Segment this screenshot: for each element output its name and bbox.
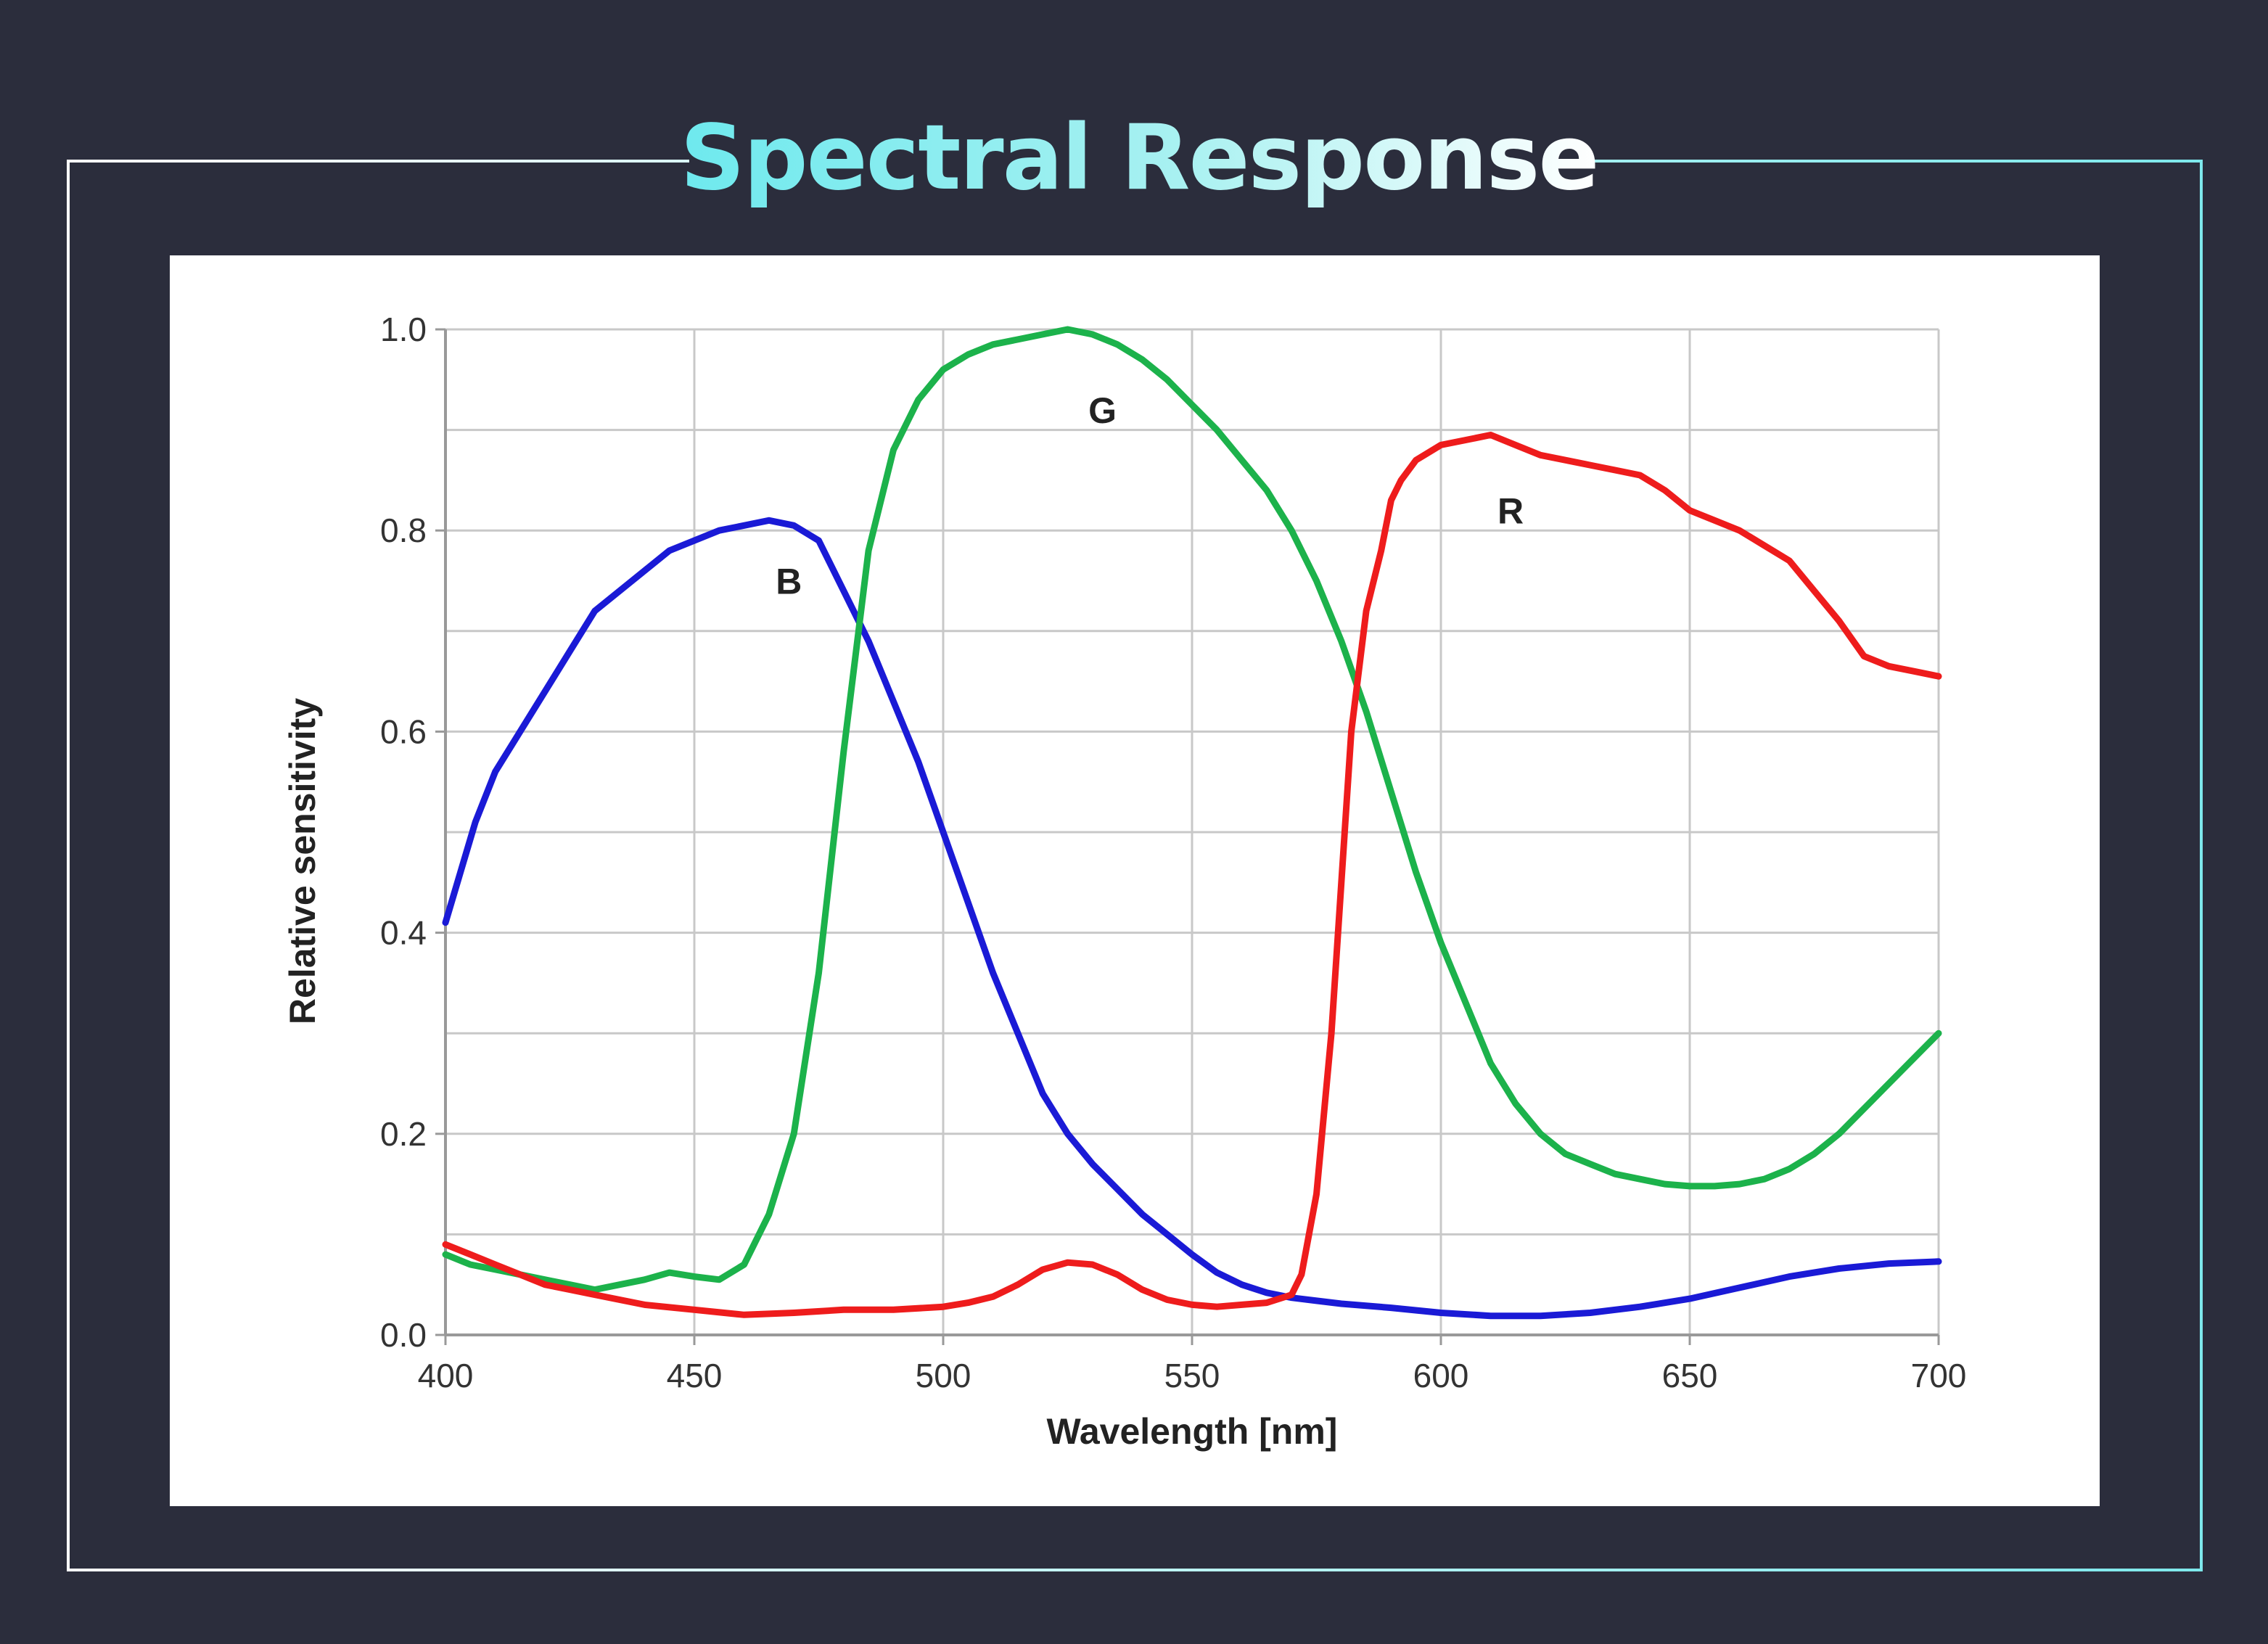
y-tick-label: 1.0 (380, 311, 427, 348)
y-tick-label: 0.4 (380, 914, 427, 952)
chart-card: 400 450 500 550 600 650 700 0.0 0.2 0.4 0.6 0.8 1.0 … (170, 255, 2100, 1506)
y-axis-title: Relative sensitivity (282, 698, 323, 1024)
x-tick-label: 400 (418, 1357, 474, 1394)
curve-labels: B G R (776, 390, 1524, 602)
y-tick-label: 0.8 (380, 511, 427, 549)
x-tick-label: 450 (667, 1357, 723, 1394)
x-tick-label: 500 (916, 1357, 971, 1394)
x-tick-label: 550 (1164, 1357, 1220, 1394)
x-tick-label: 700 (1911, 1357, 1967, 1394)
y-tick-label: 0.6 (380, 712, 427, 750)
y-tick-label: 0.2 (380, 1115, 427, 1153)
curve-label-g: G (1088, 390, 1117, 431)
curve-label-b: B (776, 562, 802, 602)
series-line-b (442, 517, 1942, 1320)
series-lines (442, 326, 1942, 1320)
x-tick-label: 650 (1662, 1357, 1718, 1394)
spectral-response-chart: 400 450 500 550 600 650 7000.00.20.40.60.81.0 … (282, 311, 1966, 1452)
curve-label-r: R (1497, 490, 1524, 531)
series-line-r (442, 432, 1942, 1318)
x-axis-title: Wavelength [nm] (1047, 1411, 1338, 1452)
axes: 400 450 500 550 600 650 700 0.0 0.2 0.4 0.6 0.8 1.0 (380, 311, 1966, 1394)
page-title: Spectral Response (680, 106, 1600, 210)
x-tick-label: 600 (1413, 1357, 1469, 1394)
series-line-g (442, 326, 1942, 1294)
title-container: Spectral Response (681, 86, 1599, 231)
y-tick-label: 0.0 (380, 1316, 427, 1354)
